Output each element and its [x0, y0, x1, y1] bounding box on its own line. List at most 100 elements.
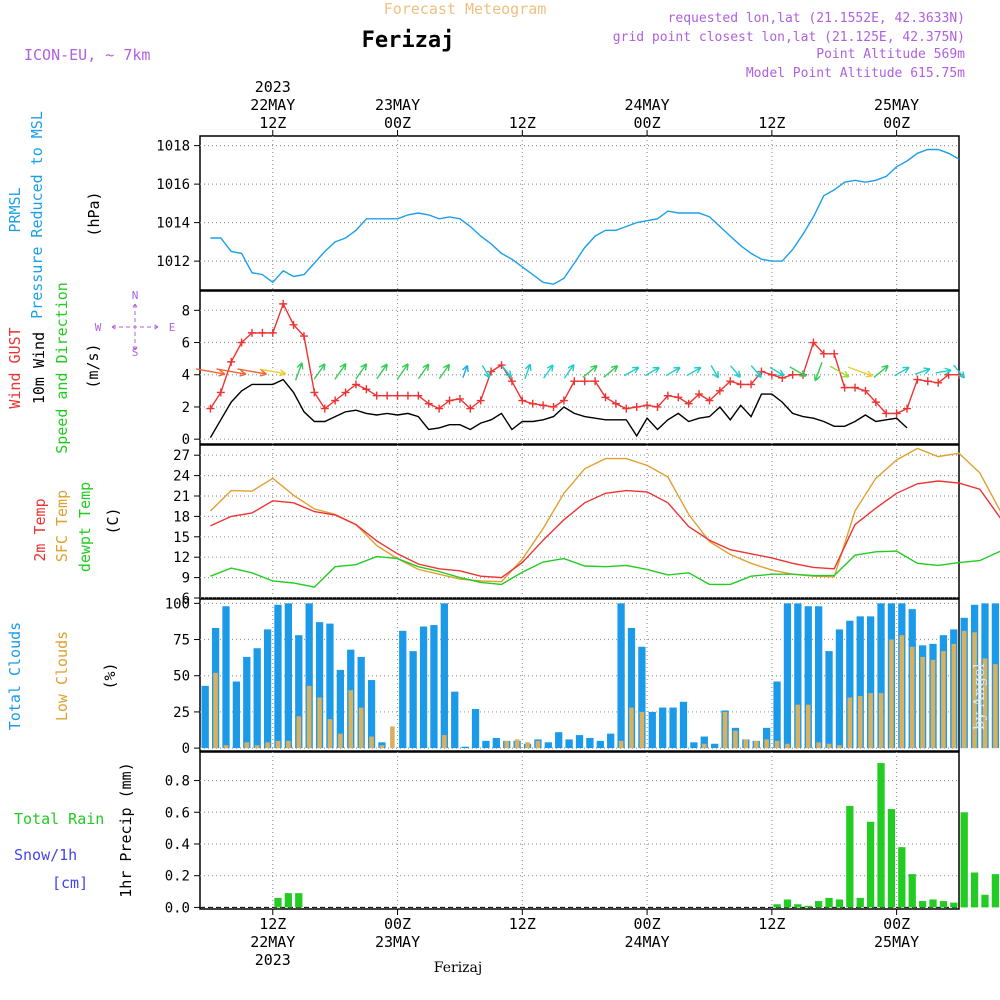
- rain-bar: [887, 809, 896, 908]
- wind-direction-arrow: [915, 367, 931, 375]
- total-clouds-bar: [295, 635, 303, 749]
- temperature-label-sfc: SFC Temp: [53, 490, 71, 562]
- wind-direction-arrow: [396, 363, 409, 380]
- wind-label-gust: Wind GUST: [6, 327, 24, 408]
- total-clouds-bar: [440, 603, 448, 749]
- clouds-label-total: Total Clouds: [6, 622, 24, 730]
- low-clouds-bar: [722, 711, 728, 749]
- rain-bar: [814, 901, 823, 908]
- wind-ytick-label: 6: [182, 336, 190, 352]
- gust-marker: [247, 328, 256, 337]
- rain-bar: [898, 847, 906, 908]
- wind-direction-arrow: [847, 366, 873, 378]
- wind-direction-arrow: [935, 367, 952, 375]
- wind-direction-arrow: [789, 366, 807, 377]
- total-clouds-bar: [565, 739, 573, 749]
- temperature-ytick-label: 18: [173, 509, 190, 525]
- rain-bar: [835, 899, 844, 908]
- gust-marker: [559, 396, 568, 405]
- top-time-label: 23MAY: [375, 96, 420, 114]
- low-clouds-bar: [213, 672, 218, 749]
- gust-marker: [237, 338, 246, 347]
- bottom-time-label: 12Z: [509, 915, 536, 933]
- precip-label-cm: [cm]: [52, 874, 88, 892]
- low-clouds-bar: [514, 739, 520, 749]
- sfc-temp-line: [209, 447, 1000, 583]
- low-clouds-bar: [733, 730, 738, 749]
- total-clouds-bar: [430, 625, 438, 749]
- total-clouds-bar: [409, 651, 417, 749]
- wind-ytick-label: 0: [182, 432, 190, 448]
- low-clouds-bar: [826, 743, 832, 749]
- gust-marker: [705, 396, 714, 405]
- pressure-frame: [199, 135, 960, 291]
- gust-marker: [736, 380, 745, 389]
- total-clouds-bar: [326, 623, 334, 749]
- bottom-time-label: 12Z: [758, 915, 785, 933]
- total-clouds-bar: [232, 681, 241, 749]
- gust-marker: [757, 367, 766, 376]
- low-clouds-bar: [286, 740, 291, 749]
- gust-marker: [227, 357, 236, 366]
- top-time-label: 00Z: [634, 114, 661, 132]
- wind-direction-arrow: [603, 365, 619, 378]
- gust-marker: [310, 388, 319, 397]
- low-clouds-bar: [504, 740, 510, 749]
- header: Forecast Meteogram Ferizaj ICON-EU, ~ 7k…: [24, 0, 965, 81]
- gust-marker: [892, 409, 901, 418]
- low-clouds-bar: [379, 745, 385, 749]
- precipitation-ytick-label: 0.6: [165, 805, 190, 821]
- gust-marker: [591, 377, 600, 386]
- low-clouds-bar: [941, 651, 946, 749]
- low-clouds-bar: [618, 740, 624, 749]
- gust-marker: [809, 338, 818, 347]
- top-time-label: 00Z: [883, 114, 910, 132]
- gust-marker: [216, 388, 225, 397]
- rain-bar: [877, 763, 885, 908]
- wind-direction-arrow: [686, 366, 702, 377]
- temperature-unit: (C): [104, 507, 122, 534]
- total-clouds-bar: [669, 707, 677, 749]
- wind-direction-arrow: [334, 363, 347, 380]
- total-clouds-bar: [482, 740, 490, 749]
- t2m-temp-line: [210, 480, 1000, 579]
- wind-direction-arrow: [294, 362, 304, 381]
- grid-point-coordinates: grid point closest lon,lat (21.125E, 42.…: [613, 30, 965, 45]
- clouds-ytick-label: 0: [182, 741, 190, 757]
- rain-bar: [960, 812, 968, 908]
- gust-marker: [424, 399, 433, 408]
- pressure-ytick-label: 1016: [156, 177, 190, 193]
- wind-direction-arrow: [813, 361, 823, 382]
- compass-south: S: [132, 346, 139, 359]
- total-clouds-bar: [315, 622, 324, 749]
- total-clouds-bar: [638, 646, 646, 749]
- bottom-time-label: 24MAY: [625, 933, 670, 951]
- low-clouds-bar: [795, 704, 801, 749]
- wind-direction-arrow: [644, 366, 660, 377]
- total-clouds-bar: [794, 603, 802, 749]
- total-clouds-bar: [617, 603, 625, 749]
- total-clouds-bar: [243, 656, 251, 749]
- wind-direction-arrow: [501, 365, 513, 378]
- temperature-label-dewpt: dewpt Temp: [76, 482, 94, 572]
- total-clouds-bar: [555, 732, 563, 749]
- gust-marker: [570, 377, 579, 386]
- gust-marker: [861, 386, 870, 395]
- rain-bar: [783, 899, 792, 908]
- low-clouds-bar: [847, 697, 853, 749]
- wind-direction-arrow: [873, 364, 889, 379]
- total-clouds-bar: [399, 630, 407, 749]
- gust-marker: [414, 391, 423, 400]
- gust-marker: [299, 332, 308, 341]
- gust-marker: [445, 396, 454, 405]
- panel-temperature: 6 9 12 15 18 21 24 27 2m Temp SFC Temp dewpt Temp (…: [31, 444, 1000, 607]
- total-clouds-bar: [825, 651, 833, 749]
- rain-bar: [773, 904, 781, 908]
- model-name: ICON-EU, ~ 7km: [24, 46, 150, 64]
- rain-bar: [970, 872, 979, 908]
- rain-bar: [295, 893, 303, 908]
- total-clouds-bar: [607, 733, 615, 749]
- precipitation-ytick-label: 0.8: [165, 774, 190, 790]
- rain-bar: [918, 901, 927, 908]
